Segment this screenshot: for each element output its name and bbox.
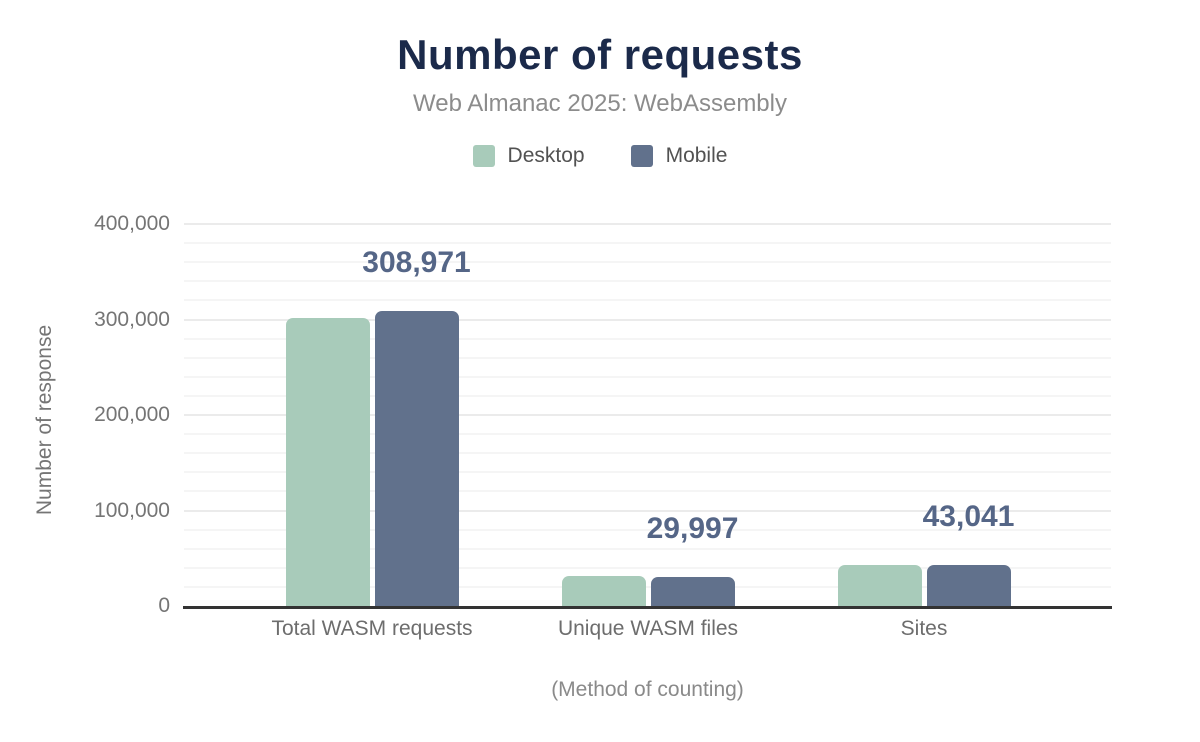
gridline: [184, 242, 1111, 245]
legend-label-mobile: Mobile: [665, 144, 728, 167]
y-tick-label: 400,000: [94, 212, 170, 235]
x-category-label-sites: Sites: [900, 617, 948, 640]
gridline: [184, 261, 1111, 264]
bar-group-total-wasm-requests: 308,971: [234, 224, 510, 606]
bar-value-label-sites: 43,041: [922, 499, 1015, 533]
gridline: [184, 528, 1111, 531]
chart-subtitle: Web Almanac 2025: WebAssembly: [413, 90, 787, 117]
gridline: [184, 280, 1111, 283]
gridline: [184, 509, 1111, 512]
bar-desktop-sites[interactable]: [837, 565, 922, 606]
gridline: [184, 356, 1111, 359]
x-axis-line: [183, 606, 1112, 609]
gridline: [184, 375, 1111, 378]
y-tick-label: 0: [158, 594, 170, 617]
gridline: [184, 452, 1111, 455]
legend-swatch-desktop: [472, 145, 495, 167]
gridline: [184, 566, 1111, 569]
y-tick-label: 100,000: [94, 498, 170, 522]
bar-desktop-total-wasm-requests[interactable]: [285, 317, 370, 606]
gridline: [184, 547, 1111, 550]
bar-desktop-unique-wasm-files[interactable]: [561, 575, 646, 606]
y-tick-label: 300,000: [94, 307, 170, 331]
legend-item-mobile: Mobile: [630, 144, 728, 168]
bar-mobile-total-wasm-requests[interactable]: 308,971: [362, 247, 471, 606]
plot-area: 308,971 29,997 43,041: [183, 223, 1112, 609]
x-category-label-unique-wasm-files: Unique WASM files: [557, 617, 739, 640]
gridline: [184, 223, 1111, 225]
chart-title: Number of requests: [397, 31, 803, 78]
gridline: [184, 394, 1111, 397]
x-category-label-total-wasm-requests: Total WASM requests: [271, 617, 473, 640]
legend: Desktop Mobile: [0, 144, 1200, 168]
gridline: [184, 433, 1111, 436]
bar-value-label-total-wasm-requests: 308,971: [362, 245, 471, 279]
gridline: [184, 414, 1111, 416]
gridline: [184, 471, 1111, 474]
bar-group-sites: 43,041: [786, 224, 1062, 606]
gridline: [184, 299, 1111, 302]
gridline: [184, 318, 1111, 321]
x-axis-title: (Method of counting): [551, 678, 744, 701]
bar-mobile-sites[interactable]: 43,041: [923, 501, 1014, 606]
y-tick-label: 200,000: [94, 403, 170, 426]
bar-group-unique-wasm-files: 29,997: [510, 224, 786, 606]
legend-item-desktop: Desktop: [472, 144, 585, 168]
gridline: [184, 337, 1111, 340]
legend-label-desktop: Desktop: [507, 144, 585, 167]
gridline: [184, 585, 1111, 588]
gridline: [184, 490, 1111, 493]
bar-value-label-unique-wasm-files: 29,997: [646, 512, 739, 546]
bar-mobile-unique-wasm-files[interactable]: 29,997: [647, 514, 738, 606]
legend-swatch-mobile: [630, 145, 653, 167]
